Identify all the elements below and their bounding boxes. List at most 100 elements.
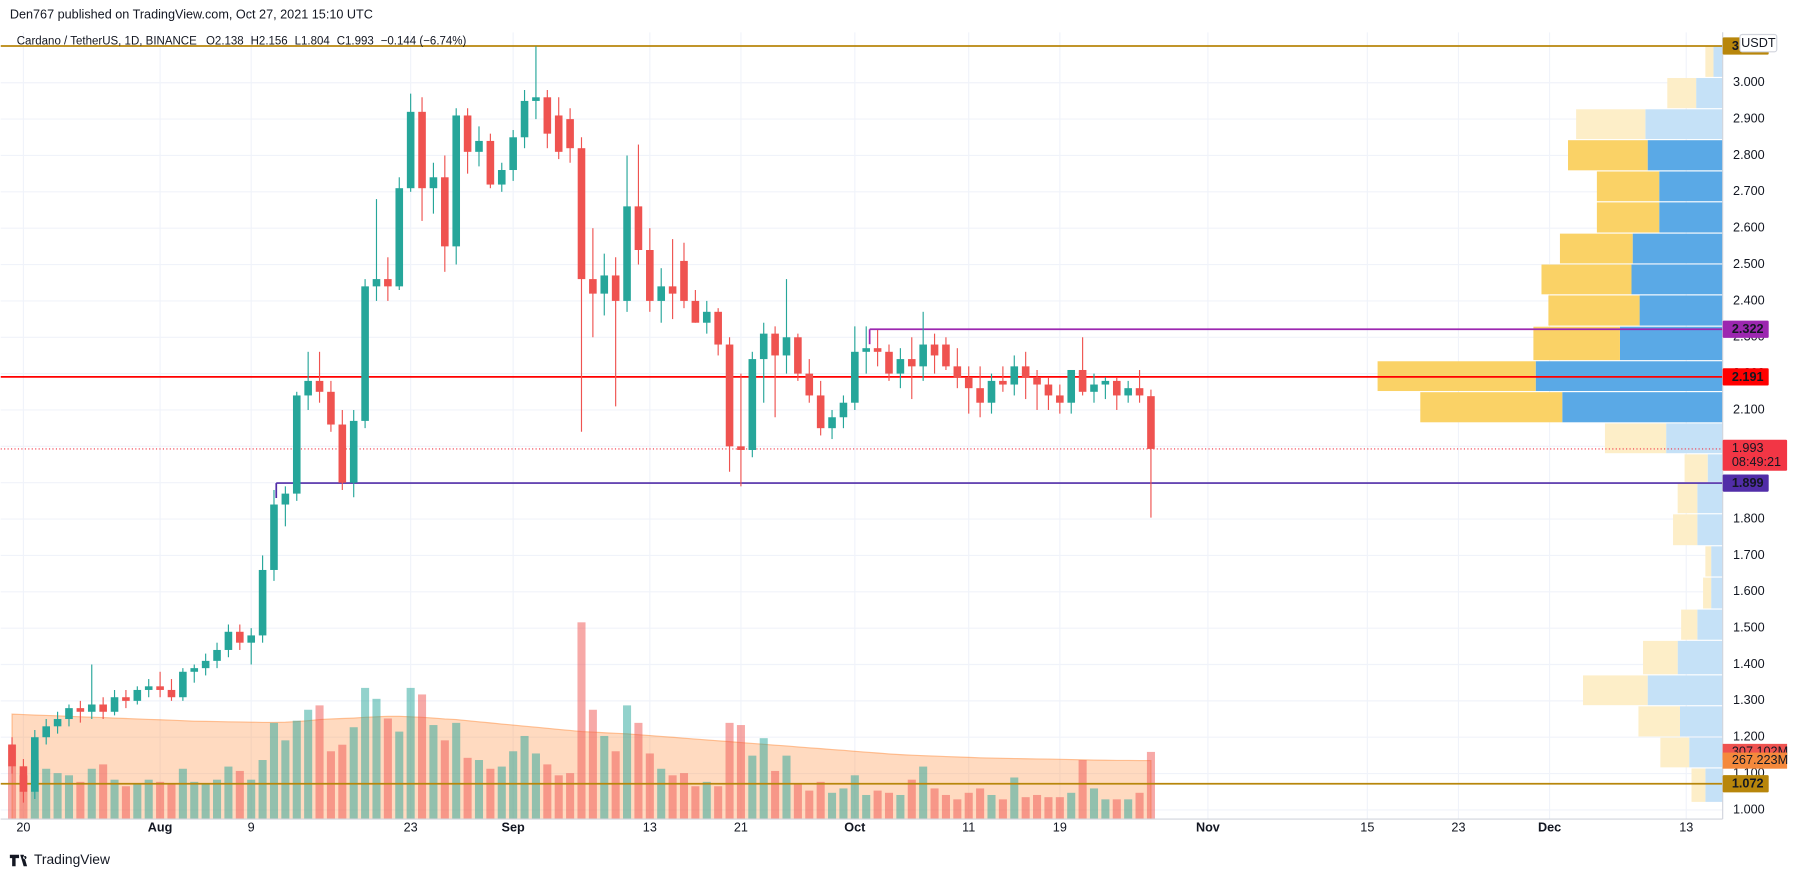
profile-down-bar (1705, 46, 1714, 77)
level-label: 2.322 (1732, 322, 1764, 336)
volume-bar (543, 764, 552, 820)
volume-bar (53, 773, 62, 820)
volume-bar (976, 788, 985, 820)
volume-bar (76, 781, 85, 820)
legend-item: −0.144 (−6.74%) (381, 35, 467, 47)
volume-bar (634, 722, 643, 820)
candle-body (999, 380, 1007, 385)
x-tick-label: 19 (1053, 821, 1067, 835)
x-tick-label: Aug (148, 821, 173, 835)
volume-bar (99, 764, 108, 820)
candle-body (839, 402, 848, 418)
x-tick-label: 13 (1679, 821, 1693, 835)
volume-bar (64, 775, 74, 820)
y-tick-label: 2.800 (1733, 148, 1765, 162)
profile-up-bar (1707, 454, 1723, 482)
candle-body (179, 671, 187, 698)
volume-bar (361, 687, 370, 820)
volume-bar (406, 687, 415, 820)
candle-body (441, 177, 449, 247)
candle-body (600, 275, 609, 294)
candle-body (190, 668, 199, 672)
profile-down-bar (1420, 392, 1563, 423)
volume-bar (531, 753, 540, 820)
legend-item: L1.804 (295, 35, 331, 47)
volume-bar (623, 705, 632, 820)
volume-bar (486, 768, 495, 820)
candle-body (702, 311, 711, 323)
plot-area (0, 32, 1723, 820)
volume-bar (326, 751, 335, 820)
volume-bar (850, 775, 859, 820)
publisher-line: Den767 published on TradingView.com, Oct… (10, 7, 373, 21)
candle-body (964, 377, 973, 389)
candle-body (1147, 396, 1155, 449)
candle-body (258, 569, 267, 636)
volume-bar (520, 735, 529, 820)
profile-up-bar (1705, 768, 1723, 802)
x-tick-label: 23 (404, 821, 418, 835)
candle-body (646, 250, 654, 301)
profile-down-bar (1596, 202, 1660, 233)
volume-bar (8, 744, 17, 820)
volume-bar (1067, 792, 1076, 820)
profile-down-bar (1660, 737, 1690, 768)
x-tick-label: 11 (962, 821, 975, 835)
volume-bar (771, 770, 780, 820)
candle-body (1101, 380, 1110, 385)
y-tick-label: 2.500 (1733, 257, 1765, 271)
candle-body (87, 704, 96, 712)
volume-bar (793, 784, 802, 820)
candle-body (737, 446, 745, 450)
volume-bar (554, 775, 563, 820)
volume-bar (941, 794, 950, 820)
volume-bar (759, 738, 768, 820)
candle-body (1112, 380, 1121, 396)
candle-body (372, 279, 381, 287)
volume-bar (884, 792, 894, 820)
candle-body (1067, 369, 1076, 403)
level-badge: 2.191 (1722, 368, 1769, 386)
volume-bar (224, 766, 233, 820)
candle-body (782, 337, 791, 356)
y-tick-label: 1.300 (1733, 693, 1765, 707)
candle-body (213, 649, 221, 661)
candle-body (1124, 388, 1132, 396)
candle-body (589, 279, 597, 294)
profile-down-bar (1667, 78, 1697, 109)
candle-body (1010, 366, 1019, 385)
profile-down-bar (1684, 454, 1708, 482)
candle-body (338, 424, 347, 483)
candle-body (270, 504, 278, 570)
x-tick-label: 15 (1360, 821, 1374, 835)
y-tick-label: 2.400 (1733, 293, 1765, 307)
candle-body (851, 351, 859, 403)
candle-body (748, 359, 757, 450)
candle-body (543, 97, 552, 134)
profile-up-bar (1696, 78, 1723, 109)
volume-bar (1135, 792, 1144, 820)
profile-down-bar (1559, 233, 1633, 264)
candle-body (953, 366, 962, 378)
candle-body (611, 275, 620, 301)
volume-bar (110, 779, 119, 820)
volume-bar (178, 768, 187, 820)
volume-bar (1021, 797, 1030, 820)
candle-body (42, 726, 50, 738)
candle-body (167, 689, 176, 698)
candle-body (1044, 384, 1053, 396)
profile-down-bar (1533, 326, 1620, 361)
candle-body (144, 686, 153, 690)
candle-body (714, 311, 722, 345)
volume-bar (896, 794, 905, 820)
candle-body (384, 279, 392, 287)
candle-body (919, 344, 927, 367)
profile-up-bar (1632, 233, 1723, 264)
candle-body (554, 115, 563, 152)
candle-body (634, 206, 643, 251)
candle-body (1033, 377, 1041, 385)
last-price-label: 1.993 (1732, 441, 1764, 455)
level-label: 1.899 (1732, 476, 1764, 490)
candle-body (509, 137, 517, 171)
candle-body (771, 333, 779, 356)
